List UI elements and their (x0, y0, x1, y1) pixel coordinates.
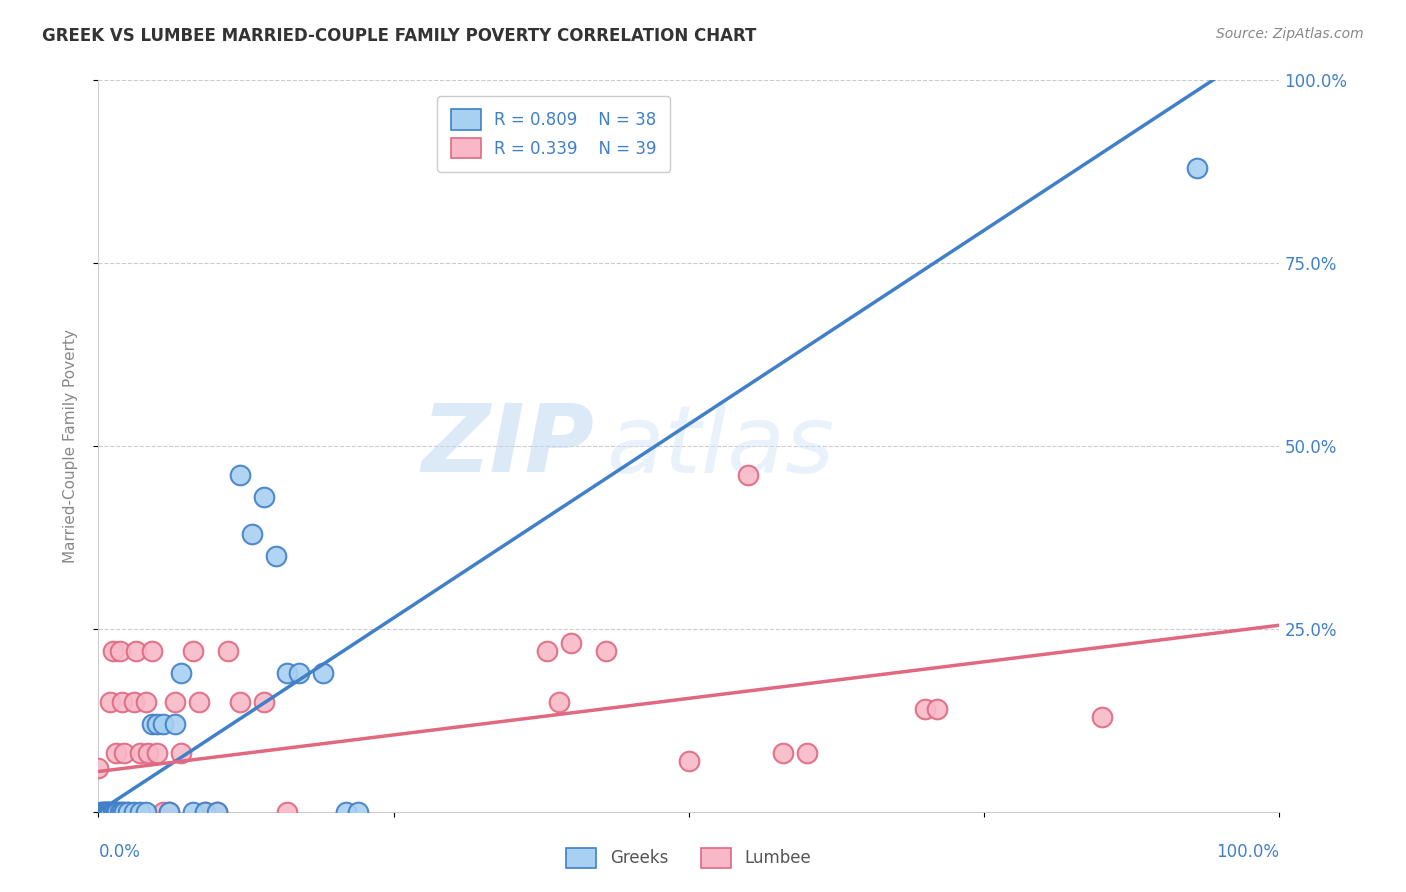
Point (217, 644, 239, 658)
Point (536, 644, 558, 658)
Point (152, 805, 174, 819)
Point (90, 805, 112, 819)
Point (157, 805, 180, 819)
Point (98, 805, 121, 819)
Point (253, 695, 276, 709)
Point (678, 754, 700, 768)
Point (181, 644, 204, 658)
Point (87, 761, 110, 775)
Point (135, 805, 157, 819)
Point (264, 549, 287, 563)
Point (105, 805, 128, 819)
Legend: R = 0.809    N = 38, R = 0.339    N = 39: R = 0.809 N = 38, R = 0.339 N = 39 (437, 96, 669, 171)
Point (98, 695, 121, 709)
Point (112, 805, 135, 819)
Point (170, 665, 193, 680)
Point (122, 805, 145, 819)
Point (101, 805, 124, 819)
Point (165, 717, 187, 731)
Point (136, 746, 159, 760)
Point (288, 665, 311, 680)
Point (111, 695, 134, 709)
Point (914, 702, 936, 716)
Point (93, 805, 115, 819)
Point (125, 644, 148, 658)
Point (187, 695, 209, 709)
Point (240, 526, 263, 541)
Point (253, 490, 276, 504)
Point (128, 746, 150, 760)
Point (165, 695, 187, 709)
Point (229, 695, 252, 709)
Point (97, 805, 120, 819)
Point (94, 805, 117, 819)
Point (146, 717, 169, 731)
Point (111, 805, 134, 819)
Text: ZIP: ZIP (422, 400, 595, 492)
Point (108, 644, 131, 658)
Point (170, 746, 193, 760)
Point (1091, 709, 1114, 723)
Text: 100.0%: 100.0% (1216, 843, 1279, 861)
Point (229, 468, 252, 483)
Point (925, 702, 948, 716)
Point (141, 644, 163, 658)
Point (105, 746, 128, 760)
Point (101, 644, 124, 658)
Point (194, 805, 217, 819)
Point (117, 805, 139, 819)
Point (122, 695, 145, 709)
Point (276, 665, 298, 680)
Point (276, 805, 298, 819)
Y-axis label: Married-Couple Family Poverty: Married-Couple Family Poverty (63, 329, 77, 563)
Point (205, 805, 228, 819)
Point (112, 746, 135, 760)
Point (194, 805, 217, 819)
Point (141, 717, 163, 731)
Text: atlas: atlas (606, 401, 835, 491)
Point (312, 665, 335, 680)
Point (128, 805, 150, 819)
Point (181, 805, 204, 819)
Point (595, 644, 617, 658)
Point (91, 805, 114, 819)
Point (796, 746, 818, 760)
Point (772, 746, 794, 760)
Point (105, 805, 128, 819)
Point (135, 695, 157, 709)
Text: GREEK VS LUMBEE MARRIED-COUPLE FAMILY POVERTY CORRELATION CHART: GREEK VS LUMBEE MARRIED-COUPLE FAMILY PO… (42, 27, 756, 45)
Point (157, 805, 180, 819)
Point (1185, 161, 1208, 175)
Point (560, 636, 582, 650)
Point (205, 805, 228, 819)
Point (146, 746, 169, 760)
Point (98, 805, 121, 819)
Point (335, 805, 357, 819)
Point (96, 805, 118, 819)
Text: 0.0%: 0.0% (98, 843, 141, 861)
Point (108, 805, 131, 819)
Point (347, 805, 370, 819)
Point (117, 805, 139, 819)
Point (152, 717, 174, 731)
Point (93, 805, 115, 819)
Point (737, 468, 759, 483)
Text: Source: ZipAtlas.com: Source: ZipAtlas.com (1216, 27, 1364, 41)
Point (548, 695, 571, 709)
Legend: Greeks, Lumbee: Greeks, Lumbee (560, 841, 818, 875)
Point (103, 805, 125, 819)
